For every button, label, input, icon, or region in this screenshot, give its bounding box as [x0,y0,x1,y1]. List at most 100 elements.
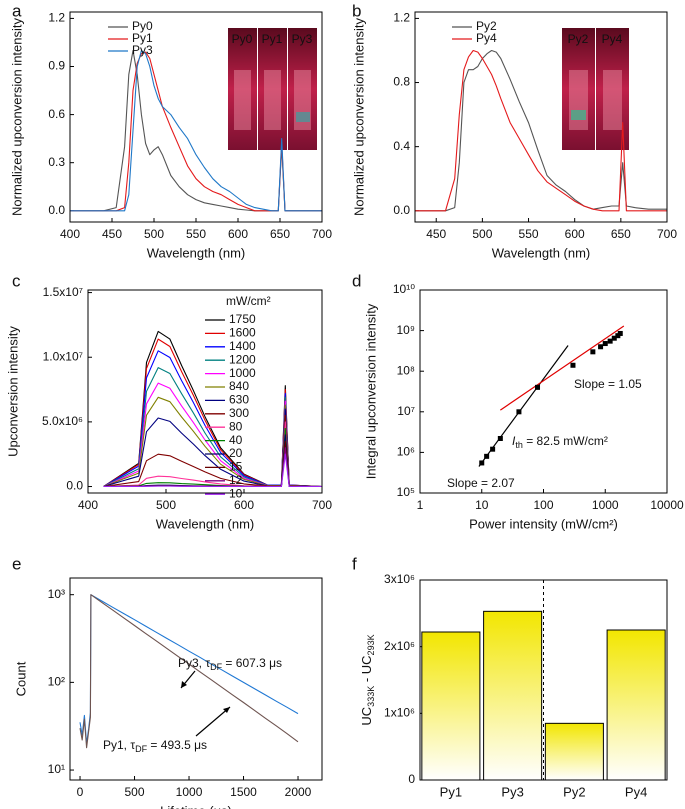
legend-label: 12 [229,473,243,487]
x-axis-label: Wavelength (nm) [492,245,591,260]
series-line [79,594,299,749]
legend-label: 630 [229,393,249,407]
text-part: Slope = 1.05 [574,377,642,391]
x-tick-label: 500 [144,227,164,241]
y-axis-label: Integral upconversion intensity [363,303,378,479]
x-tick-label: 450 [102,227,122,241]
x-tick-label: 600 [565,227,585,241]
legend-label: Py3 [132,43,153,57]
text-part: Slope = 2.07 [447,476,515,490]
legend-label: 840 [229,379,249,393]
point [602,341,608,347]
bar [483,610,543,781]
y-tick-label: 0.0 [66,479,83,493]
text-part: - UC [359,655,374,685]
series-line [103,330,323,488]
y-tick-label: 10⁹ [397,323,416,337]
y-tick-label: 3x10⁶ [384,572,415,586]
bar [606,629,666,781]
point [598,344,604,350]
text-part: = 493.5 μs [147,738,207,752]
point [484,453,490,459]
x-tick-label: 500 [156,498,176,512]
x-tick-label: 600 [228,227,248,241]
y-tick-label: 0.3 [48,155,65,169]
text-part: th [515,440,523,450]
panel-label: b [352,1,361,20]
annotation: Ith = 82.5 mW/cm² [512,434,608,450]
x-tick-label: 10000 [650,498,684,512]
x-tick-label: 1000 [176,785,203,799]
point [607,338,613,344]
point [590,349,596,355]
text-part: UC [359,707,374,726]
y-tick-label: 10¹ [48,762,65,776]
legend-label: 15 [229,460,243,474]
y-axis-label: Upconversion intensity [5,326,20,457]
legend-label: 10 [229,486,243,500]
panel-label: c [12,271,21,290]
inset-label: Py2 [568,32,589,46]
y-tick-label: 5.0x10⁶ [42,414,83,428]
point [570,362,576,368]
y-tick-label: 10⁷ [397,404,415,418]
point [516,409,522,415]
panel-label: d [352,271,361,290]
x-tick-label: 550 [186,227,206,241]
y-tick-label: 1.2 [393,11,410,25]
y-tick-label: 10² [48,675,65,689]
y-tick-label: 0.8 [393,75,410,89]
legend-label: Py4 [476,31,497,45]
fit-line [478,345,569,467]
legend-label: Py2 [476,19,497,33]
arrow [195,706,231,737]
inset-label: Py4 [602,32,623,46]
legend-label: 20 [229,446,243,460]
y-tick-label: 0.0 [48,203,65,217]
x-tick-label: 1 [417,498,424,512]
x-tick-label: 400 [78,498,98,512]
text-part: Py3, τ [178,656,210,670]
point [490,446,496,452]
y-axis-label: Normalized upconversion intensity [9,18,24,216]
legend-label: 300 [229,406,249,420]
text-part: Py1, τ [103,738,135,752]
legend-label: Py0 [132,19,153,33]
x-tick-label: 10 [475,498,489,512]
legend-label: 40 [229,433,243,447]
legend-label: 80 [229,419,243,433]
y-tick-label: 10⁵ [397,485,415,499]
point [497,435,503,441]
y-tick-label: 10⁶ [397,445,415,459]
x-tick-label: 100 [533,498,553,512]
annotation: Py3, τDF = 607.3 μs [178,656,282,672]
y-tick-label: 0.0 [393,203,410,217]
text-part: = 82.5 mW/cm² [523,434,608,448]
x-tick-label: 0 [77,785,84,799]
x-tick-label: 650 [611,227,631,241]
inset-label: Py3 [292,32,313,46]
y-axis-label: Normalized upconversion intensity [351,18,366,216]
x-tick-label: 1000 [592,498,619,512]
panel-label: f [352,554,357,573]
y-tick-label: 0.6 [48,107,65,121]
plot-frame [419,579,668,781]
annotation: Slope = 2.07 [447,476,515,490]
annotation: Slope = 1.05 [574,377,642,391]
y-axis-label: Count [13,661,28,696]
x-tick-label: 550 [519,227,539,241]
text-part: I [512,434,516,448]
arrow-head [181,681,187,688]
plot-frame [69,11,323,223]
y-tick-label: 1.0x10⁷ [43,349,83,363]
y-tick-label: 0.9 [48,59,65,73]
point [617,330,623,336]
point [611,335,617,341]
x-axis-label: Lifetime (μs) [160,803,232,809]
y-tick-label: 2x10⁶ [384,639,415,653]
point [479,460,485,466]
x-axis-label: Wavelength (nm) [156,516,255,531]
text-part: DF [135,744,147,754]
inset-photo-b [562,28,629,150]
